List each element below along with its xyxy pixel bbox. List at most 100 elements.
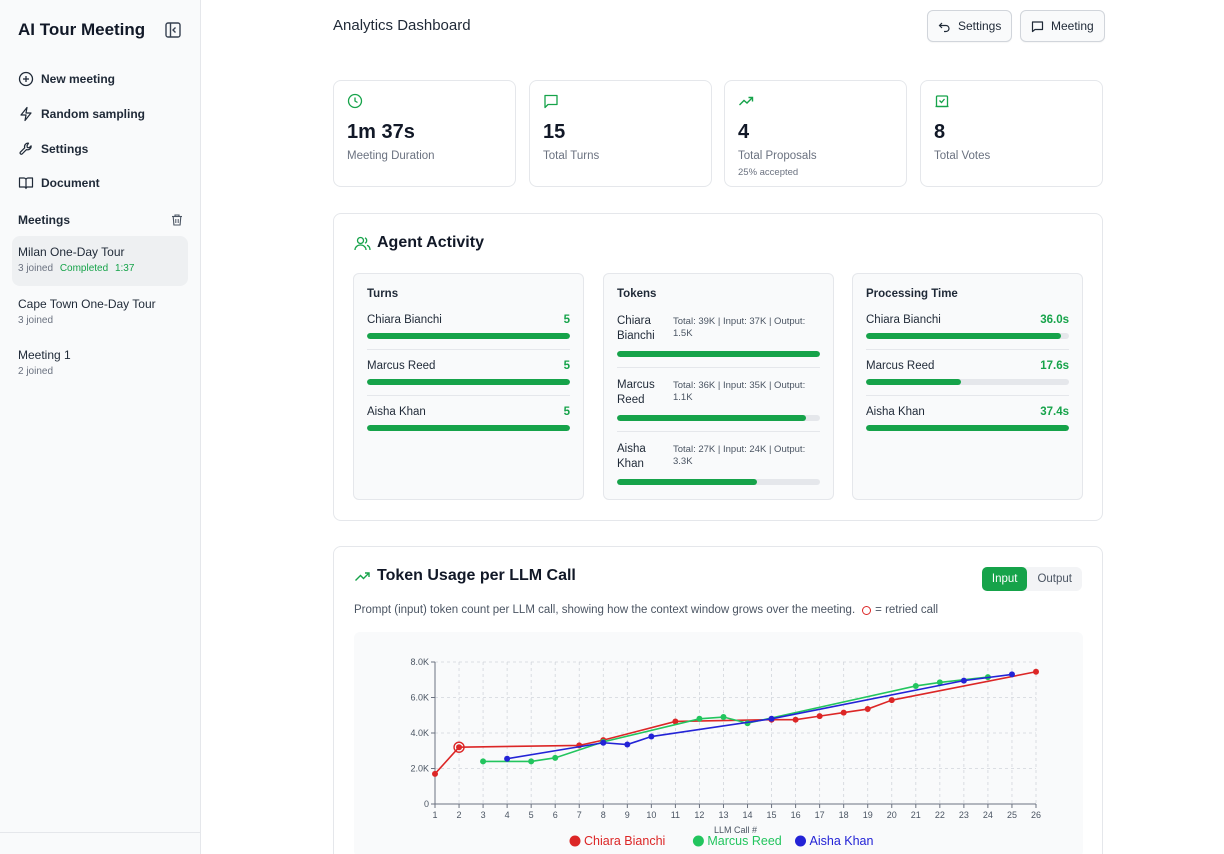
settings-button-label: Settings [958,19,1002,33]
bar-fill [617,351,820,357]
turn-count: 5 [563,314,570,326]
tokens-row: Marcus Reed Total: 36K | Input: 35K | Out… [617,378,820,432]
turns-bar [367,425,570,431]
x-axis-label: LLM Call # [714,825,757,835]
processing-row: Marcus Reed 17.6s [866,360,1069,396]
token-detail: Total: 39K | Input: 37K | Output: 1.5K [673,316,806,339]
nav-settings[interactable]: Settings [12,131,190,166]
data-point [624,741,631,748]
lightning-icon [20,106,32,122]
meeting-item[interactable]: Cape Town One-Day Tour 3 joined [12,288,188,338]
trending-up-icon [739,96,754,106]
meeting-name: Cape Town One-Day Tour [18,296,156,311]
x-tick-label: 16 [791,810,801,820]
data-point [672,718,679,725]
token-usage-section: Token Usage per LLM Call Input Output Pr… [333,546,1103,854]
data-point [912,682,919,689]
stat-value: 1m 37s [347,121,415,143]
x-tick-label: 21 [911,810,921,820]
token-detail: Total: 27K | Input: 24K | Output: 3.3K [673,444,806,467]
chart-description: Prompt (input) token count per LLM call,… [354,604,938,616]
agent-activity-title: Agent Activity [354,234,484,252]
data-point [456,744,463,751]
data-point [720,714,727,721]
processing-time: 17.6s [1040,360,1069,372]
series-line [483,676,989,763]
trash-icon[interactable] [170,213,184,227]
x-tick-label: 5 [529,810,534,820]
y-tick-label: 2.0K [410,764,429,774]
agent-name: Aisha Khan [617,443,646,470]
panel-title: Tokens [617,288,657,300]
nav-random-sampling[interactable]: Random sampling [12,97,190,132]
sidebar-collapse-icon[interactable] [164,21,182,39]
meetings-header: Meetings [18,213,184,227]
x-tick-label: 26 [1031,810,1041,820]
turn-count: 5 [563,360,570,372]
tokens-row: Chiara Bianchi Total: 39K | Input: 37K | … [617,314,820,368]
x-tick-label: 14 [743,810,753,820]
data-point [960,677,967,684]
legend-label: Aisha Khan [810,834,874,848]
panel-title: Turns [367,288,399,300]
toggle-input[interactable]: Input [981,567,1028,591]
retry-note: = retried call [875,604,939,616]
nav-document[interactable]: Document [12,166,190,201]
stat-card-duration: 1m 37s Meeting Duration [333,80,516,187]
sidebar-divider [0,832,201,833]
series-line [434,670,1037,775]
chat-icon [1031,20,1044,32]
meeting-button[interactable]: Meeting [1020,10,1105,42]
trending-up-icon [355,571,370,581]
data-point [696,715,703,722]
token-chart: 0 2.0K 4.0K 6.0K 8.0K 1 2 3 4 5 6 7 8 9 10 11 12 13 14 15 16… [354,632,1083,854]
users-icon [354,236,371,250]
x-tick-label: 10 [646,810,656,820]
plus-circle-icon [18,72,34,87]
panel-title: Processing Time [866,288,958,300]
meeting-joined: 3 joined [18,314,54,326]
processing-row: Aisha Khan 37.4s [866,406,1069,441]
data-point [840,709,847,716]
stat-value: 15 [543,121,566,143]
x-tick-label: 4 [505,810,510,820]
stat-value: 8 [934,121,946,143]
retried-marker-icon [862,605,872,615]
data-point [1008,671,1015,678]
legend-label: Marcus Reed [707,834,781,848]
tokens-bar [617,351,820,357]
agent-activity-section: Agent Activity Turns Chiara Bianchi 5 Mar… [333,213,1103,521]
meeting-item[interactable]: Milan One-Day Tour 3 joined Completed 1:… [12,236,188,286]
agent-name: Chiara Bianchi [866,314,941,326]
meeting-meta: 3 joined [18,315,182,326]
x-tick-label: 25 [1007,810,1017,820]
data-point [504,755,511,762]
bar-fill [866,425,1069,431]
meeting-name: Meeting 1 [18,348,71,362]
nav-label: Document [41,176,100,191]
settings-button[interactable]: Settings [927,10,1013,42]
meeting-item[interactable]: Meeting 1 2 joined [12,339,188,389]
bar-fill [617,479,758,485]
meetings-title: Meetings [18,213,71,227]
data-point [480,758,487,765]
sidebar: AI Tour Meeting New meeting Random sampl… [0,0,201,854]
data-point [888,697,895,704]
app-title: AI Tour Meeting [18,20,146,39]
data-point [528,758,535,765]
meeting-joined: 2 joined [18,366,54,377]
bar-fill [617,415,806,421]
nav-new-meeting[interactable]: New meeting [12,62,190,97]
data-point [648,733,655,740]
agent-name: Marcus Reed [866,360,935,372]
x-tick-label: 8 [601,810,606,820]
legend-label: Chiara Bianchi [584,834,665,848]
x-tick-label: 7 [577,810,582,820]
x-tick-label: 17 [815,810,825,820]
stat-sub: 25% accepted [738,167,799,178]
toggle-output[interactable]: Output [1037,573,1072,585]
tokens-bar [617,415,820,421]
x-tick-label: 24 [983,810,993,820]
stat-value: 4 [738,121,750,143]
agent-name: Marcus Reed [367,360,436,372]
